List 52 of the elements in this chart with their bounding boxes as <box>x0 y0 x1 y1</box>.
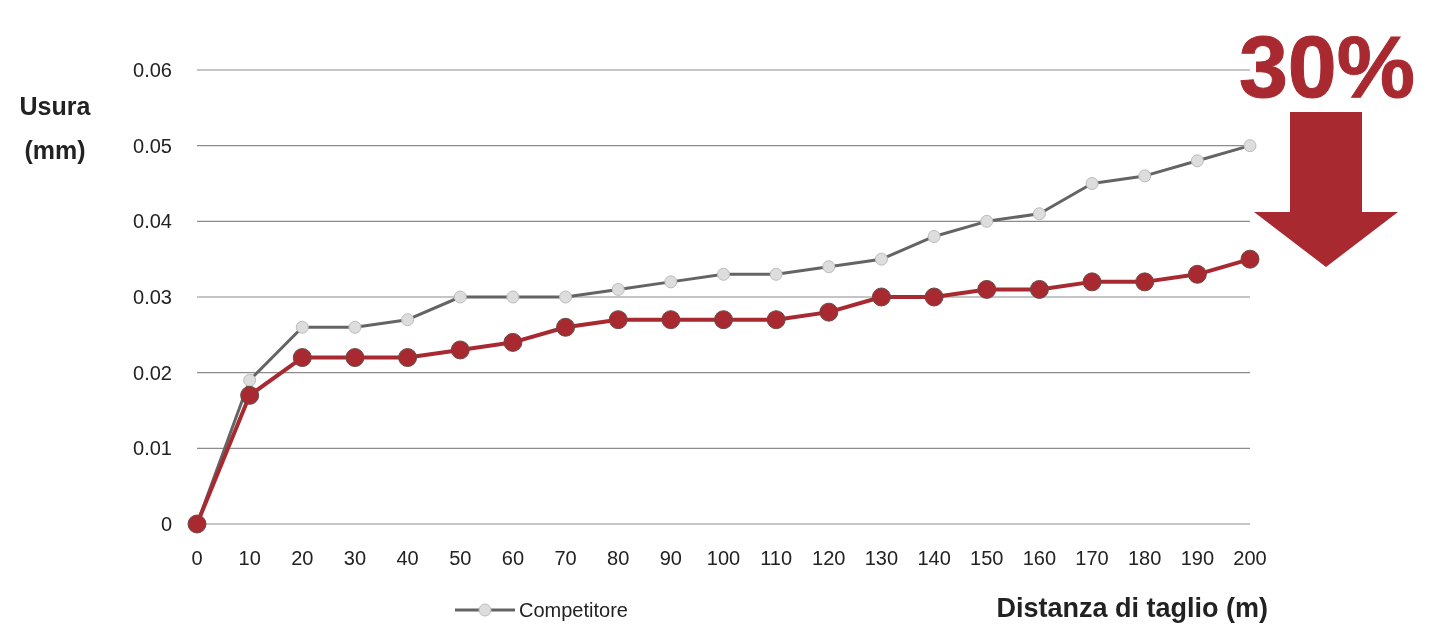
point <box>1240 249 1260 269</box>
point <box>661 310 681 330</box>
point <box>503 332 523 352</box>
x-tick-label: 160 <box>1022 547 1057 569</box>
point <box>714 310 733 330</box>
x-tick-label: 70 <box>554 547 577 569</box>
point <box>398 348 418 368</box>
point <box>871 287 891 307</box>
x-tick-label: 190 <box>1180 547 1215 569</box>
x-tick-label: 10 <box>238 547 261 569</box>
x-tick-label: 150 <box>970 547 1004 569</box>
point <box>924 287 944 307</box>
y-tick-label: 0 <box>160 513 172 535</box>
x-tick-label: 60 <box>501 547 525 569</box>
point <box>1029 279 1049 299</box>
point <box>240 385 260 405</box>
y-axis-title: Usura (mm) <box>19 92 92 164</box>
x-tick-label: 50 <box>449 547 472 569</box>
point <box>766 310 786 330</box>
legend-label: Competitore <box>519 599 628 621</box>
x-axis-title: Distanza di taglio (m) <box>996 593 1268 623</box>
x-tick-label: 20 <box>291 547 314 569</box>
point <box>556 317 576 337</box>
y-tick-label: 0.03 <box>133 286 172 308</box>
x-tick-label: 140 <box>917 547 951 569</box>
point <box>292 348 312 368</box>
y-tick-label: 0.05 <box>133 134 172 157</box>
x-tick-label: 130 <box>864 547 899 569</box>
point <box>1187 264 1207 284</box>
x-tick-label: 90 <box>659 547 682 569</box>
x-tick-label: 120 <box>812 547 846 569</box>
y-tick-label: 0.04 <box>133 210 172 233</box>
x-tick-label: 170 <box>1075 547 1109 569</box>
x-tick-label: 40 <box>396 547 419 569</box>
x-tick-label: 110 <box>760 547 793 569</box>
point <box>608 310 628 330</box>
x-tick-label: 100 <box>706 547 741 569</box>
x-tick-label: 200 <box>1233 547 1267 569</box>
annotation: 30% <box>1238 17 1416 116</box>
x-tick-label: 80 <box>607 547 630 569</box>
x-tick-label: 0 <box>191 547 203 569</box>
x-tick-label: 180 <box>1128 547 1162 569</box>
point <box>977 279 997 299</box>
point <box>345 348 365 368</box>
x-tick-label: 30 <box>343 547 367 569</box>
point <box>1082 272 1102 292</box>
point <box>1135 272 1155 292</box>
point <box>450 340 470 360</box>
y-tick-label: 0.01 <box>133 437 172 460</box>
y-tick-label: 0.06 <box>133 59 172 81</box>
y-tick-label: 0.02 <box>133 361 172 384</box>
point <box>819 302 839 322</box>
